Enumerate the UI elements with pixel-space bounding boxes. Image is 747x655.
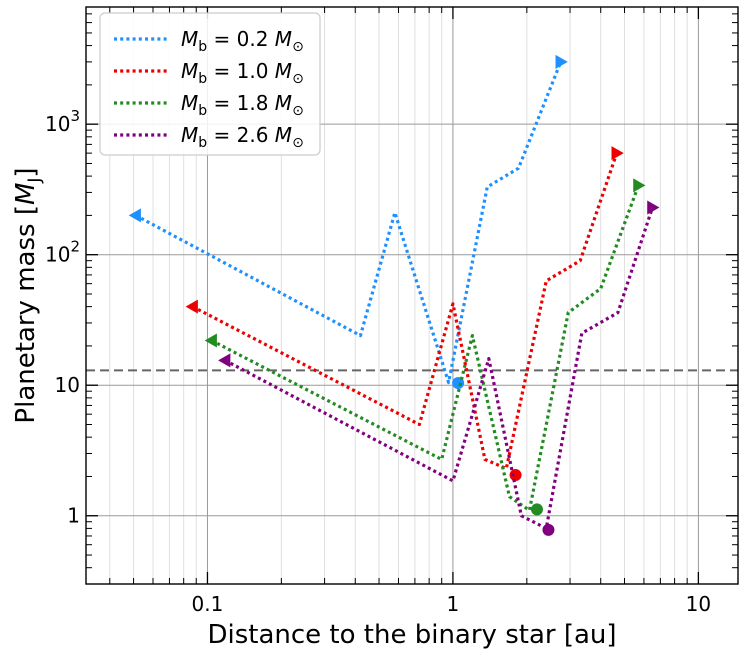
y-tick-label: 1: [67, 504, 80, 528]
series-2: [185, 146, 624, 482]
series-start-marker: [204, 333, 217, 348]
series-dot-marker: [530, 503, 543, 516]
legend-label: Mb = 2.6 M⊙: [181, 123, 304, 151]
y-tick-label-base: 10: [45, 243, 70, 267]
legend-entry: Mb = 0.2 M⊙: [114, 27, 304, 55]
legend-label: Mb = 1.8 M⊙: [181, 91, 304, 119]
legend-subscript: b: [198, 103, 207, 119]
y-tick-label: 102: [45, 238, 80, 267]
legend-symbol: M: [181, 91, 198, 115]
series-line: [191, 152, 619, 471]
y-axis-title-main: Planetary mass [: [11, 205, 41, 424]
legend-symbol: M: [181, 27, 198, 51]
legend-entry: Mb = 1.8 M⊙: [114, 91, 304, 119]
legend-label: Mb = 1.0 M⊙: [181, 59, 304, 87]
y-axis-title: Planetary mass [MJ]: [11, 167, 45, 423]
series-end-marker: [647, 200, 660, 215]
major-gridlines: [86, 7, 738, 584]
legend-subscript: b: [198, 71, 207, 87]
series-3: [204, 178, 646, 516]
series-line: [210, 184, 640, 512]
y-tick-label-base: 1: [67, 504, 80, 528]
legend-entry: Mb = 2.6 M⊙: [114, 123, 304, 151]
series-dot-marker: [509, 469, 522, 482]
legend-value: = 1.0: [207, 59, 275, 83]
x-tick-label: 1: [447, 592, 460, 616]
series-line: [134, 61, 563, 385]
series-1: [128, 54, 568, 389]
y-axis-title-end: ]: [11, 167, 41, 177]
legend-unit: M: [275, 123, 292, 147]
x-axis-title: Distance to the binary star [au]: [207, 620, 616, 650]
series-start-marker: [128, 208, 141, 223]
legend-unit: M: [275, 27, 292, 51]
y-axis-title-subscript: J: [25, 178, 45, 184]
x-tick-label: 0.1: [192, 592, 224, 616]
legend-symbol: M: [181, 123, 198, 147]
legend-entry: Mb = 1.0 M⊙: [114, 59, 304, 87]
legend-symbol: M: [181, 59, 198, 83]
y-tick-label-base: 10: [55, 373, 80, 397]
legend-label: Mb = 0.2 M⊙: [181, 27, 304, 55]
legend-frame: [99, 12, 321, 156]
y-tick-label: 10: [55, 373, 80, 397]
y-tick-label-exponent: 3: [70, 107, 80, 125]
legend-unit-subscript: ⊙: [292, 103, 304, 119]
series-end-marker: [555, 54, 568, 69]
series-start-marker: [185, 299, 198, 314]
y-tick-label: 103: [45, 107, 80, 136]
plot-frame: [85, 6, 739, 585]
legend-unit: M: [275, 91, 292, 115]
legend-value: = 1.8: [207, 91, 275, 115]
y-tick-label-base: 10: [45, 112, 70, 136]
series-start-marker: [218, 353, 231, 368]
series-end-marker: [633, 178, 646, 193]
x-tick-label: 10: [686, 592, 711, 616]
legend-unit-subscript: ⊙: [292, 135, 304, 151]
legend: Mb = 0.2 M⊙Mb = 1.0 M⊙Mb = 1.8 M⊙Mb = 2.…: [99, 12, 321, 156]
series-line: [224, 206, 654, 530]
series-layer: [128, 54, 660, 536]
y-tick-label-exponent: 2: [70, 238, 80, 256]
y-axis-title-symbol: M: [11, 183, 41, 205]
legend-unit: M: [275, 59, 292, 83]
legend-value: = 2.6: [207, 123, 275, 147]
legend-subscript: b: [198, 135, 207, 151]
series-end-marker: [611, 146, 624, 161]
series-4: [218, 200, 660, 536]
legend-value: = 0.2: [207, 27, 275, 51]
series-dot-marker: [542, 523, 555, 536]
legend-unit-subscript: ⊙: [292, 71, 304, 87]
axis-ticks: [86, 7, 738, 585]
legend-subscript: b: [198, 39, 207, 55]
legend-unit-subscript: ⊙: [292, 39, 304, 55]
